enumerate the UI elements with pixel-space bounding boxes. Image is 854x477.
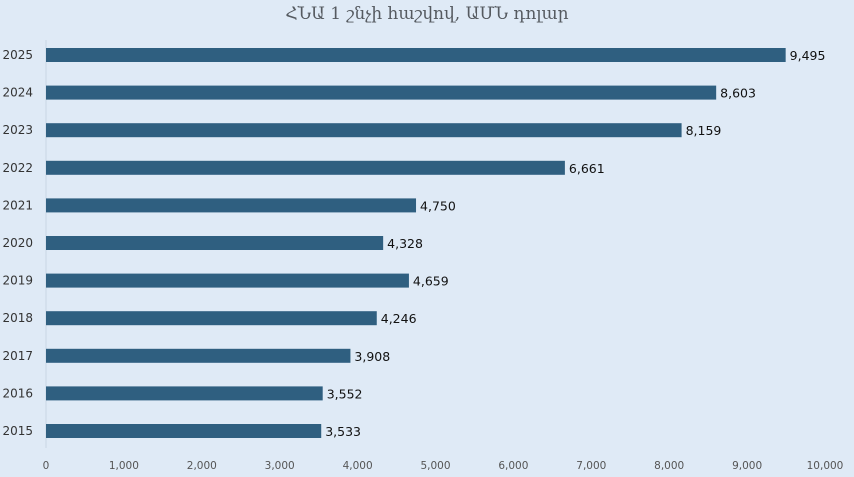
y-tick-label-2021: 2021 bbox=[2, 198, 33, 212]
bar-2020 bbox=[46, 236, 384, 250]
data-label-2023: 8,159 bbox=[686, 123, 722, 138]
y-tick-label-2018: 2018 bbox=[2, 311, 33, 325]
data-label-2024: 8,603 bbox=[720, 86, 756, 101]
y-tick-label-2015: 2015 bbox=[2, 424, 33, 438]
data-label-2016: 3,552 bbox=[327, 386, 363, 401]
x-tick-label-5000: 5,000 bbox=[420, 460, 450, 472]
y-tick-label-2025: 2025 bbox=[2, 48, 33, 62]
data-label-2020: 4,328 bbox=[387, 236, 423, 251]
bar-2023 bbox=[46, 123, 682, 138]
data-label-2022: 6,661 bbox=[569, 161, 605, 176]
bar-2016 bbox=[46, 386, 323, 401]
bar-2019 bbox=[46, 273, 409, 288]
x-tick-label-9000: 9,000 bbox=[732, 460, 762, 472]
x-tick-label-7000: 7,000 bbox=[576, 460, 606, 472]
data-label-2021: 4,750 bbox=[420, 198, 456, 213]
y-tick-label-2022: 2022 bbox=[2, 161, 33, 175]
y-tick-label-2024: 2024 bbox=[2, 86, 33, 100]
data-label-2018: 4,246 bbox=[381, 311, 417, 326]
y-tick-label-2019: 2019 bbox=[2, 274, 33, 288]
data-label-2019: 4,659 bbox=[413, 274, 449, 289]
data-label-2015: 3,533 bbox=[325, 424, 361, 439]
bar-2022 bbox=[46, 160, 565, 175]
x-tick-label-1000: 1,000 bbox=[109, 460, 139, 472]
bar-2015 bbox=[46, 424, 322, 438]
x-tick-label-10000: 10,000 bbox=[807, 460, 844, 472]
bar-2018 bbox=[46, 311, 377, 326]
x-tick-label-0: 0 bbox=[43, 460, 50, 472]
data-label-2017: 3,908 bbox=[354, 349, 390, 364]
y-tick-label-2017: 2017 bbox=[2, 349, 33, 363]
x-tick-label-3000: 3,000 bbox=[265, 460, 295, 472]
x-tick-label-6000: 6,000 bbox=[498, 460, 528, 472]
chart-title: ՀՆԱ 1 շնչի հաշվով, ԱՄՆ դոլար bbox=[285, 4, 569, 24]
x-tick-label-2000: 2,000 bbox=[187, 460, 217, 472]
bar-2017 bbox=[46, 348, 351, 363]
bar-2025 bbox=[46, 48, 786, 62]
x-tick-label-4000: 4,000 bbox=[343, 460, 373, 472]
y-tick-label-2023: 2023 bbox=[2, 123, 33, 137]
y-tick-label-2016: 2016 bbox=[2, 386, 33, 400]
data-label-2025: 9,495 bbox=[790, 48, 826, 63]
y-tick-label-2020: 2020 bbox=[2, 236, 33, 250]
bar-2021 bbox=[46, 198, 417, 213]
x-tick-label-8000: 8,000 bbox=[654, 460, 684, 472]
bar-2024 bbox=[46, 85, 717, 100]
